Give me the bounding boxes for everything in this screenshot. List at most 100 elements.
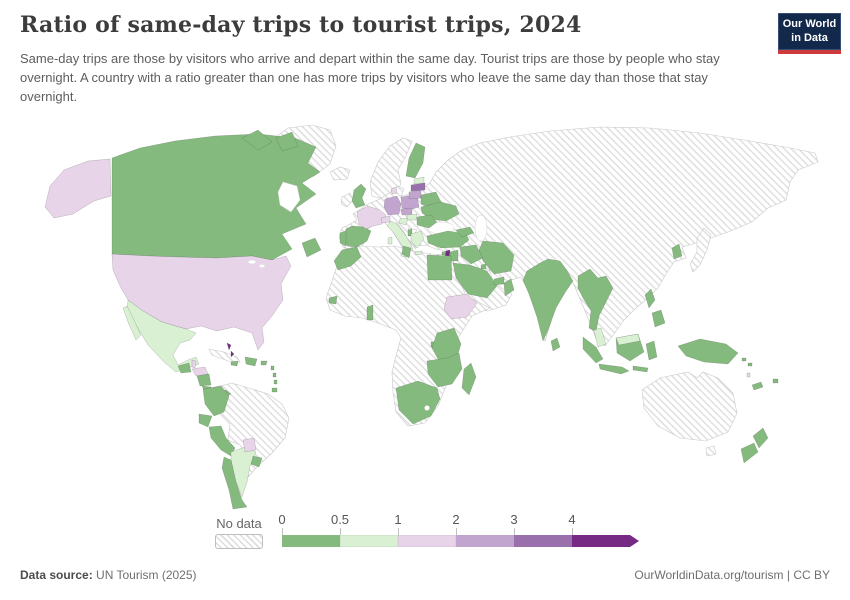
country-malaysia-borneo[interactable] bbox=[615, 333, 641, 346]
country-iraq[interactable] bbox=[459, 244, 484, 265]
country-spain[interactable] bbox=[343, 225, 372, 248]
country-uae[interactable] bbox=[493, 276, 505, 286]
country-guatemala[interactable] bbox=[177, 362, 192, 374]
country-ireland[interactable] bbox=[340, 192, 354, 208]
country-portugal[interactable] bbox=[339, 230, 347, 247]
country-bahamas2[interactable] bbox=[230, 350, 235, 358]
legend-tick-label: 3 bbox=[510, 512, 518, 527]
region-south-america-nodata[interactable] bbox=[211, 382, 290, 479]
legend-bin-0.5-1[interactable] bbox=[340, 535, 398, 547]
country-zambia[interactable] bbox=[426, 352, 463, 388]
country-egypt[interactable] bbox=[426, 254, 453, 281]
country-croatia[interactable] bbox=[398, 217, 409, 226]
country-new-guinea[interactable] bbox=[677, 338, 739, 365]
legend-tick-label: 1 bbox=[394, 512, 402, 527]
country-greece-crete[interactable] bbox=[414, 250, 423, 256]
country-indonesia-lesser-sunda[interactable] bbox=[632, 365, 649, 373]
country-new-zealand-north[interactable] bbox=[752, 427, 769, 449]
country-bahamas1[interactable] bbox=[226, 342, 232, 351]
country-grenada[interactable] bbox=[273, 379, 278, 385]
country-czechia[interactable] bbox=[400, 207, 413, 216]
country-estonia[interactable] bbox=[413, 176, 425, 185]
country-new-caledonia[interactable] bbox=[751, 381, 764, 391]
country-latvia[interactable] bbox=[410, 182, 426, 192]
country-indonesia-java[interactable] bbox=[598, 363, 630, 375]
country-france[interactable] bbox=[356, 205, 387, 230]
country-germany[interactable] bbox=[383, 195, 402, 216]
country-philippines-luzon[interactable] bbox=[644, 288, 656, 309]
country-turkey[interactable] bbox=[426, 230, 470, 249]
footer-attribution[interactable]: OurWorldinData.org/tourism | CC BY bbox=[634, 568, 830, 582]
country-trinidad[interactable] bbox=[271, 387, 278, 393]
country-malaysia-peninsula[interactable] bbox=[593, 327, 607, 348]
country-paraguay[interactable] bbox=[242, 437, 257, 453]
country-switzerland[interactable] bbox=[380, 215, 391, 224]
country-saint-lucia[interactable] bbox=[272, 372, 277, 378]
country-romania[interactable] bbox=[416, 214, 438, 229]
country-italy-sardinia[interactable] bbox=[387, 236, 393, 245]
country-denmark[interactable] bbox=[390, 186, 398, 195]
no-data-label: No data bbox=[216, 516, 262, 531]
no-data-swatch bbox=[215, 534, 263, 549]
legend-bin-2-3[interactable] bbox=[456, 535, 514, 547]
country-kuwait[interactable] bbox=[480, 263, 487, 270]
country-morocco[interactable] bbox=[333, 246, 362, 271]
country-solomon1[interactable] bbox=[741, 357, 747, 362]
country-saudi-arabia[interactable] bbox=[452, 262, 498, 299]
country-fiji[interactable] bbox=[772, 378, 779, 384]
country-jamaica[interactable] bbox=[230, 360, 239, 367]
country-iceland[interactable] bbox=[329, 166, 351, 181]
legend-bin-4+[interactable] bbox=[572, 535, 630, 547]
country-australia[interactable] bbox=[641, 371, 738, 442]
region-tasmania[interactable] bbox=[705, 445, 717, 457]
country-cuba[interactable] bbox=[208, 348, 241, 363]
country-puerto-rico[interactable] bbox=[260, 360, 268, 366]
country-georgia[interactable] bbox=[455, 226, 475, 238]
country-thailand-myanmar-laos[interactable] bbox=[577, 268, 614, 333]
country-greece[interactable] bbox=[410, 230, 425, 249]
country-solomon2[interactable] bbox=[747, 362, 753, 367]
country-canada-arctic1[interactable] bbox=[241, 129, 273, 151]
legend-bin-0-0.5[interactable] bbox=[282, 535, 340, 547]
country-canada-arctic2[interactable] bbox=[275, 131, 299, 152]
region-africa-nodata[interactable] bbox=[325, 245, 491, 427]
country-new-zealand-south[interactable] bbox=[740, 442, 759, 464]
country-colombia[interactable] bbox=[202, 385, 230, 417]
country-mexico[interactable] bbox=[126, 299, 200, 373]
great-lake-2 bbox=[258, 263, 266, 269]
country-finland[interactable] bbox=[405, 142, 426, 179]
country-india[interactable] bbox=[522, 258, 574, 342]
country-south-korea[interactable] bbox=[671, 243, 683, 260]
country-senegal[interactable] bbox=[328, 295, 338, 305]
country-oman[interactable] bbox=[503, 278, 515, 297]
country-uruguay[interactable] bbox=[250, 455, 263, 468]
country-mexico-baja[interactable] bbox=[122, 305, 142, 341]
country-nicaragua[interactable] bbox=[196, 373, 212, 387]
country-lithuania[interactable] bbox=[408, 189, 422, 200]
country-hungary[interactable] bbox=[406, 213, 418, 221]
country-south-africa[interactable] bbox=[395, 380, 441, 425]
country-madagascar[interactable] bbox=[461, 362, 477, 396]
country-honduras[interactable] bbox=[191, 366, 209, 377]
country-ethiopia[interactable] bbox=[443, 293, 478, 320]
country-vanuatu[interactable] bbox=[746, 372, 751, 378]
country-tunisia[interactable] bbox=[401, 245, 412, 259]
country-dominican-republic[interactable] bbox=[244, 356, 258, 367]
country-indonesia-sumatra[interactable] bbox=[582, 336, 604, 364]
country-guadeloupe[interactable] bbox=[270, 365, 275, 371]
country-united-kingdom[interactable] bbox=[351, 183, 367, 209]
country-philippines-mindanao[interactable] bbox=[651, 309, 666, 328]
country-japan[interactable] bbox=[689, 227, 712, 273]
country-ecuador[interactable] bbox=[198, 413, 213, 428]
country-alaska[interactable] bbox=[44, 158, 112, 219]
legend-no-data[interactable]: No data bbox=[212, 516, 266, 549]
country-sri-lanka[interactable] bbox=[550, 337, 561, 352]
country-indonesia-sulawesi[interactable] bbox=[645, 340, 658, 361]
country-belize[interactable] bbox=[191, 359, 197, 369]
legend-bin-1-2[interactable] bbox=[398, 535, 456, 547]
legend-bin-3-4[interactable] bbox=[514, 535, 572, 547]
legend-tick-label: 4 bbox=[568, 512, 576, 527]
country-benin[interactable] bbox=[366, 304, 374, 321]
country-chile[interactable] bbox=[221, 456, 248, 510]
country-canada-newfoundland[interactable] bbox=[301, 237, 322, 258]
